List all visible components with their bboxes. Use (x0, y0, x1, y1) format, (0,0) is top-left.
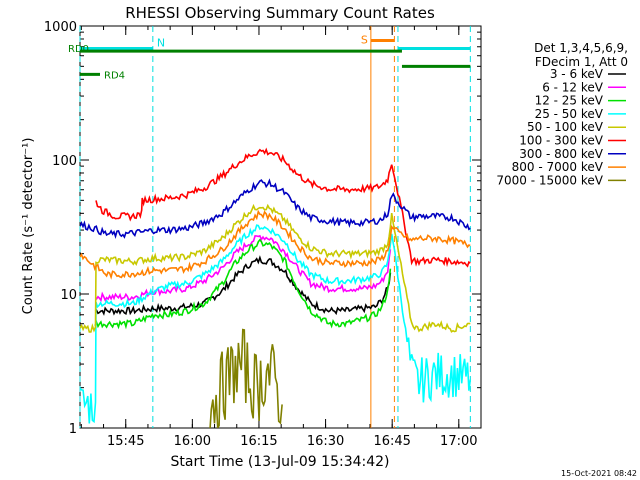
series-line (94, 238, 392, 330)
legend-label: 7000 - 15000 keV (496, 173, 603, 187)
series-line (95, 147, 471, 268)
legend-label: 50 - 100 keV (527, 120, 604, 134)
series-line (80, 224, 472, 424)
legend-label: 3 - 6 keV (550, 67, 604, 81)
x-tick-label: 17:00 (440, 434, 477, 449)
legend-label: 300 - 800 keV (519, 147, 603, 161)
legend-label: 12 - 25 keV (535, 94, 604, 108)
rd0-flag-label: RD0 (68, 44, 89, 55)
chart-title: RHESSI Observing Summary Count Rates (125, 4, 435, 22)
y-tick-label: 100 (52, 154, 77, 169)
x-tick-label: 16:00 (174, 434, 211, 449)
series-line (209, 328, 283, 428)
x-tick-label: 16:30 (307, 434, 344, 449)
y-axis: 1 10 100 1000 (44, 20, 481, 437)
series-line (94, 234, 392, 303)
legend: Det 1,3,4,5,6,9, FDecim 1, Att 0 3 - 6 k… (496, 41, 628, 187)
footer-timestamp: 15-Oct-2021 08:42 (561, 469, 637, 478)
y-tick-label: 10 (60, 288, 77, 303)
y-axis-label: Count Rate (s⁻¹ detector⁻¹) (21, 138, 36, 315)
series-line (80, 178, 471, 239)
series-layer (80, 147, 472, 428)
x-tick-label: 15:45 (107, 434, 144, 449)
x-tick-label: 16:15 (240, 434, 277, 449)
rd4-flag-label: RD4 (104, 70, 125, 81)
x-axis-label: Start Time (13-Jul-09 15:34:42) (170, 454, 389, 470)
observing-flags: N S RD0 RD4 (68, 26, 471, 428)
night-flag-label: N (157, 36, 165, 49)
y-tick-label: 1000 (44, 20, 77, 35)
saa-flag-label: S (361, 33, 368, 46)
x-tick-label: 16:45 (373, 434, 410, 449)
y-tick-label: 1 (69, 422, 77, 437)
legend-label: 800 - 7000 keV (512, 160, 604, 174)
legend-label: 100 - 300 keV (519, 134, 603, 148)
series-line (80, 209, 471, 280)
legend-label: 25 - 50 keV (535, 107, 604, 121)
series-line (80, 203, 471, 333)
series-line (94, 255, 392, 316)
x-axis: 15:45 16:00 16:15 16:30 16:45 17:00 (80, 26, 482, 449)
legend-label: 6 - 12 keV (542, 80, 604, 94)
legend-header-line-2: FDecim 1, Att 0 (535, 55, 628, 69)
legend-header-line-1: Det 1,3,4,5,6,9, (534, 41, 628, 55)
